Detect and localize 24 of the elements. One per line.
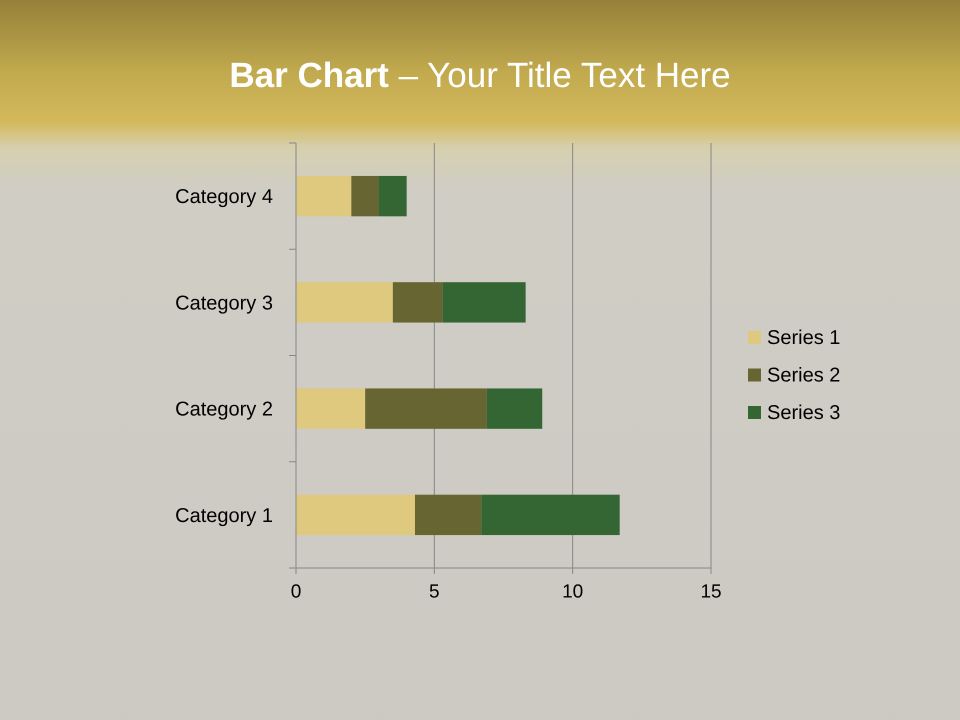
bar — [365, 388, 487, 429]
bar — [296, 176, 352, 216]
x-tick-label: 10 — [562, 581, 584, 602]
bar — [296, 388, 366, 429]
bar — [481, 494, 620, 536]
y-tick-label: Category 1 — [175, 504, 273, 527]
bar — [442, 282, 526, 323]
x-tick-label: 0 — [290, 581, 302, 602]
y-tick-label: Category 2 — [175, 398, 273, 421]
y-tick-label: Category 4 — [175, 186, 273, 208]
bar — [379, 176, 407, 216]
bar — [414, 494, 482, 536]
legend-label: Series 3 — [767, 402, 840, 424]
legend-label: Series 2 — [767, 364, 840, 386]
bar — [296, 282, 393, 323]
bar — [351, 176, 379, 216]
bar — [392, 282, 443, 323]
legend-label: Series 1 — [767, 327, 840, 349]
bar — [296, 494, 415, 536]
chart-title: Bar Chart – Your Title Text Here — [229, 56, 731, 95]
bar — [486, 388, 542, 429]
x-tick-label: 5 — [429, 581, 440, 602]
x-tick-label: 15 — [700, 581, 722, 602]
y-tick-label: Category 3 — [175, 292, 273, 314]
